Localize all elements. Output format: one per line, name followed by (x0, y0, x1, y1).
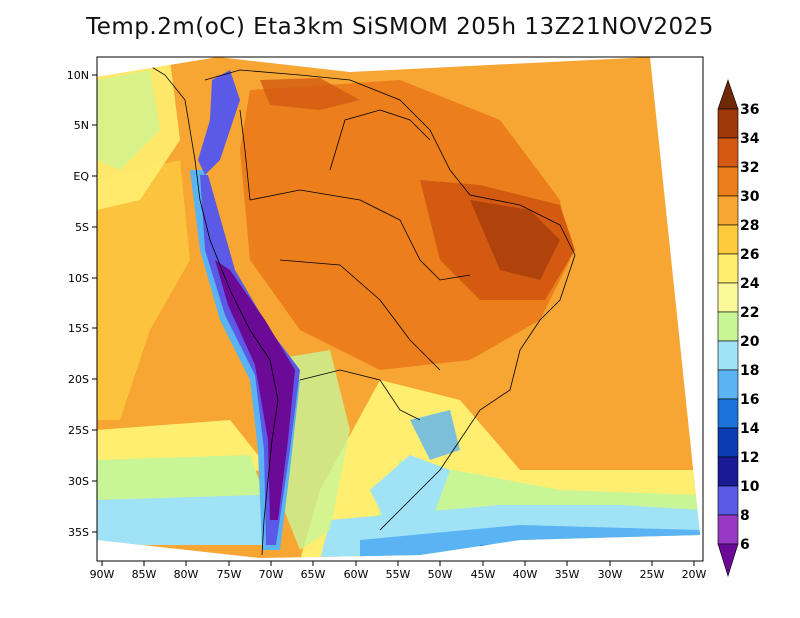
colorbar-label-10: 10 (740, 479, 760, 495)
lon-label-35w: 35W (555, 568, 580, 581)
lon-label-65w: 65W (301, 568, 326, 581)
lat-label-30s: 30S (68, 475, 89, 488)
lon-label-20w: 20W (682, 568, 707, 581)
colorbar-label-12: 12 (740, 450, 759, 466)
lat-label-10s: 10S (68, 272, 89, 285)
colorbar-swatch (717, 485, 739, 516)
colorbar-swatch (717, 340, 739, 371)
lon-label-85w: 85W (132, 568, 157, 581)
lon-label-40w: 40W (513, 568, 538, 581)
colorbar-label-24: 24 (740, 276, 760, 292)
colorbar-swatch (717, 137, 739, 168)
lon-label-45w: 45W (471, 568, 496, 581)
colorbar-swatch (717, 514, 739, 545)
colorbar-label-26: 26 (740, 247, 759, 263)
lon-label-75w: 75W (217, 568, 242, 581)
country-borders (139, 59, 576, 556)
colorbar-label-14: 14 (740, 421, 760, 437)
lat-label-eq: EQ (73, 170, 89, 183)
lon-label-25w: 25W (640, 568, 665, 581)
lat-label-20s: 20S (68, 373, 89, 386)
lon-label-70w: 70W (259, 568, 284, 581)
temperature-field (97, 57, 700, 558)
lat-label-5s: 5S (75, 221, 89, 234)
colorbar-swatch (717, 311, 739, 342)
colorbar-swatch (717, 195, 739, 226)
colorbar-swatch (717, 456, 739, 487)
map-title: Temp.2m(oC) Eta3km SiSMOM 205h 13Z21NOV2… (86, 14, 714, 40)
colorbar-label-34: 34 (740, 131, 760, 147)
colorbar-label-20: 20 (740, 334, 760, 350)
colorbar-swatch (717, 108, 739, 139)
colorbar-swatch (717, 79, 739, 110)
map-frame (96, 56, 704, 562)
colorbar-swatch (717, 543, 739, 578)
lat-label-10n: 10N (67, 69, 89, 82)
colorbar-label-36: 36 (740, 102, 759, 118)
colorbar-label-32: 32 (740, 160, 759, 176)
colorbar-swatch (717, 166, 739, 197)
lon-label-55w: 55W (386, 568, 411, 581)
colorbar-label-16: 16 (740, 392, 759, 408)
colorbar-label-30: 30 (740, 189, 760, 205)
colorbar-swatch (717, 282, 739, 313)
lon-label-50w: 50W (428, 568, 453, 581)
lon-label-60w: 60W (344, 568, 369, 581)
lon-label-90w: 90W (90, 568, 115, 581)
lon-label-30w: 30W (598, 568, 623, 581)
colorbar (717, 79, 739, 578)
colorbar-swatch (717, 224, 739, 255)
colorbar-label-28: 28 (740, 218, 759, 234)
colorbar-swatch (717, 398, 739, 429)
colorbar-swatch (717, 253, 739, 284)
lat-label-25s: 25S (68, 424, 89, 437)
latitude-axis (92, 74, 97, 533)
colorbar-label-18: 18 (740, 363, 759, 379)
colorbar-label-8: 8 (740, 508, 750, 524)
lat-label-15s: 15S (68, 322, 89, 335)
longitude-axis (101, 561, 695, 566)
lat-label-5n: 5N (74, 119, 89, 132)
colorbar-label-22: 22 (740, 305, 759, 321)
lon-label-80w: 80W (174, 568, 199, 581)
colorbar-swatch (717, 427, 739, 458)
colorbar-label-6: 6 (740, 537, 750, 553)
colorbar-swatch (717, 369, 739, 400)
lat-label-35s: 35S (68, 526, 89, 539)
